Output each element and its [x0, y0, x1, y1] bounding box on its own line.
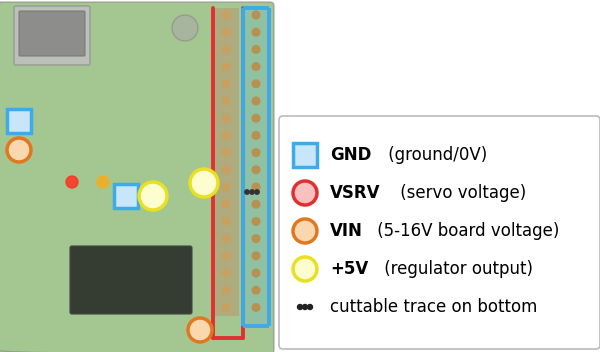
Circle shape [221, 11, 230, 19]
Text: (servo voltage): (servo voltage) [395, 184, 526, 202]
Circle shape [251, 45, 260, 54]
Circle shape [221, 96, 230, 106]
Circle shape [293, 219, 317, 243]
Circle shape [7, 138, 31, 162]
FancyBboxPatch shape [14, 6, 90, 65]
FancyBboxPatch shape [0, 2, 274, 352]
FancyBboxPatch shape [279, 116, 600, 349]
Circle shape [293, 181, 317, 205]
Circle shape [221, 217, 230, 226]
Circle shape [251, 182, 260, 191]
FancyBboxPatch shape [114, 184, 138, 208]
Circle shape [221, 148, 230, 157]
Circle shape [221, 165, 230, 174]
Circle shape [221, 200, 230, 209]
FancyBboxPatch shape [7, 109, 31, 133]
Circle shape [293, 257, 317, 281]
Circle shape [172, 15, 198, 41]
Bar [243, 8, 269, 326]
Text: cuttable trace on bottom: cuttable trace on bottom [330, 298, 538, 316]
Circle shape [251, 251, 260, 260]
Circle shape [221, 234, 230, 243]
Circle shape [308, 304, 313, 309]
Circle shape [251, 11, 260, 19]
Circle shape [251, 303, 260, 312]
Circle shape [221, 182, 230, 191]
Text: VIN: VIN [330, 222, 363, 240]
Circle shape [251, 286, 260, 295]
Circle shape [190, 169, 218, 197]
Circle shape [221, 131, 230, 140]
Circle shape [221, 269, 230, 277]
Circle shape [251, 217, 260, 226]
Circle shape [221, 28, 230, 37]
Circle shape [221, 114, 230, 123]
Circle shape [251, 62, 260, 71]
Text: (5-16V board voltage): (5-16V board voltage) [373, 222, 560, 240]
Circle shape [221, 286, 230, 295]
Text: (ground/0V): (ground/0V) [383, 146, 488, 164]
Circle shape [251, 28, 260, 37]
Circle shape [251, 165, 260, 174]
Text: VSRV: VSRV [330, 184, 380, 202]
Circle shape [251, 269, 260, 277]
Text: (regulator output): (regulator output) [379, 260, 533, 278]
Circle shape [221, 303, 230, 312]
Circle shape [298, 304, 302, 309]
FancyBboxPatch shape [293, 143, 317, 167]
Circle shape [97, 176, 109, 188]
Circle shape [221, 62, 230, 71]
Circle shape [251, 200, 260, 209]
Circle shape [251, 148, 260, 157]
FancyBboxPatch shape [70, 246, 192, 314]
FancyBboxPatch shape [19, 11, 85, 56]
Circle shape [66, 176, 78, 188]
Circle shape [251, 114, 260, 123]
Circle shape [251, 96, 260, 106]
Circle shape [221, 251, 230, 260]
Circle shape [302, 304, 308, 309]
Text: +5V: +5V [330, 260, 368, 278]
Circle shape [255, 190, 259, 194]
Circle shape [251, 131, 260, 140]
Circle shape [251, 79, 260, 88]
Circle shape [221, 79, 230, 88]
Circle shape [221, 45, 230, 54]
Circle shape [245, 190, 249, 194]
Text: GND: GND [330, 146, 371, 164]
FancyBboxPatch shape [213, 8, 239, 316]
Circle shape [251, 234, 260, 243]
Circle shape [188, 318, 212, 342]
Circle shape [139, 182, 167, 210]
Circle shape [250, 190, 254, 194]
